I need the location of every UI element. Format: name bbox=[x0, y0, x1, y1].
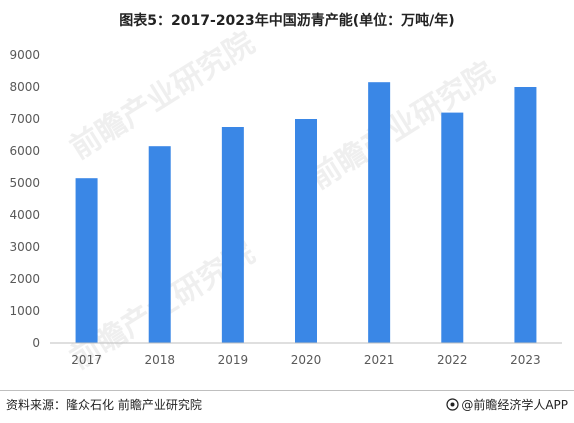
bar-2022 bbox=[441, 112, 464, 343]
x-tick-label: 2022 bbox=[437, 353, 468, 367]
y-tick-label: 5000 bbox=[9, 176, 40, 190]
footer-divider bbox=[0, 390, 574, 391]
y-tick-labels: 0 1000 2000 3000 4000 5000 6000 7000 8000 9000 bbox=[9, 48, 40, 350]
x-tick-label: 2017 bbox=[71, 353, 102, 367]
bar-2020 bbox=[295, 119, 317, 343]
chart-title: 图表5：2017-2023年中国沥青产能(单位：万吨/年) bbox=[119, 13, 455, 29]
bar-2017 bbox=[75, 178, 98, 343]
y-tick-label: 6000 bbox=[9, 144, 40, 158]
bar-2019 bbox=[221, 127, 244, 343]
x-tick-label: 2019 bbox=[218, 353, 249, 367]
x-tick-label: 2021 bbox=[364, 353, 395, 367]
y-tick-label: 1000 bbox=[9, 304, 40, 318]
y-tick-label: 7000 bbox=[9, 112, 40, 126]
bar-2021 bbox=[368, 82, 391, 343]
x-tick-labels: 2017 2018 2019 2020 2021 2022 2023 bbox=[71, 353, 540, 367]
y-tick-label: 8000 bbox=[9, 80, 40, 94]
y-tick-label: 3000 bbox=[9, 240, 40, 254]
source-note: 资料来源：隆众石化 前瞻产业研究院 bbox=[6, 398, 202, 412]
y-tick-label: 4000 bbox=[9, 208, 40, 222]
bar-chart: 0 1000 2000 3000 4000 5000 6000 7000 8000 9000 20… bbox=[9, 48, 562, 367]
bars bbox=[75, 82, 537, 343]
brand-logo-icon bbox=[446, 398, 459, 411]
x-tick-label: 2018 bbox=[144, 353, 175, 367]
x-tick-label: 2020 bbox=[291, 353, 322, 367]
y-tick-label: 0 bbox=[32, 336, 40, 350]
y-tick-label: 9000 bbox=[9, 48, 40, 62]
bar-2018 bbox=[148, 146, 171, 343]
x-tick-label: 2023 bbox=[510, 353, 541, 367]
brand-label: @前瞻经济学人APP bbox=[461, 398, 568, 412]
bar-2023 bbox=[514, 87, 537, 343]
brand-credit: @前瞻经济学人APP bbox=[446, 396, 568, 413]
y-tick-label: 2000 bbox=[9, 272, 40, 286]
